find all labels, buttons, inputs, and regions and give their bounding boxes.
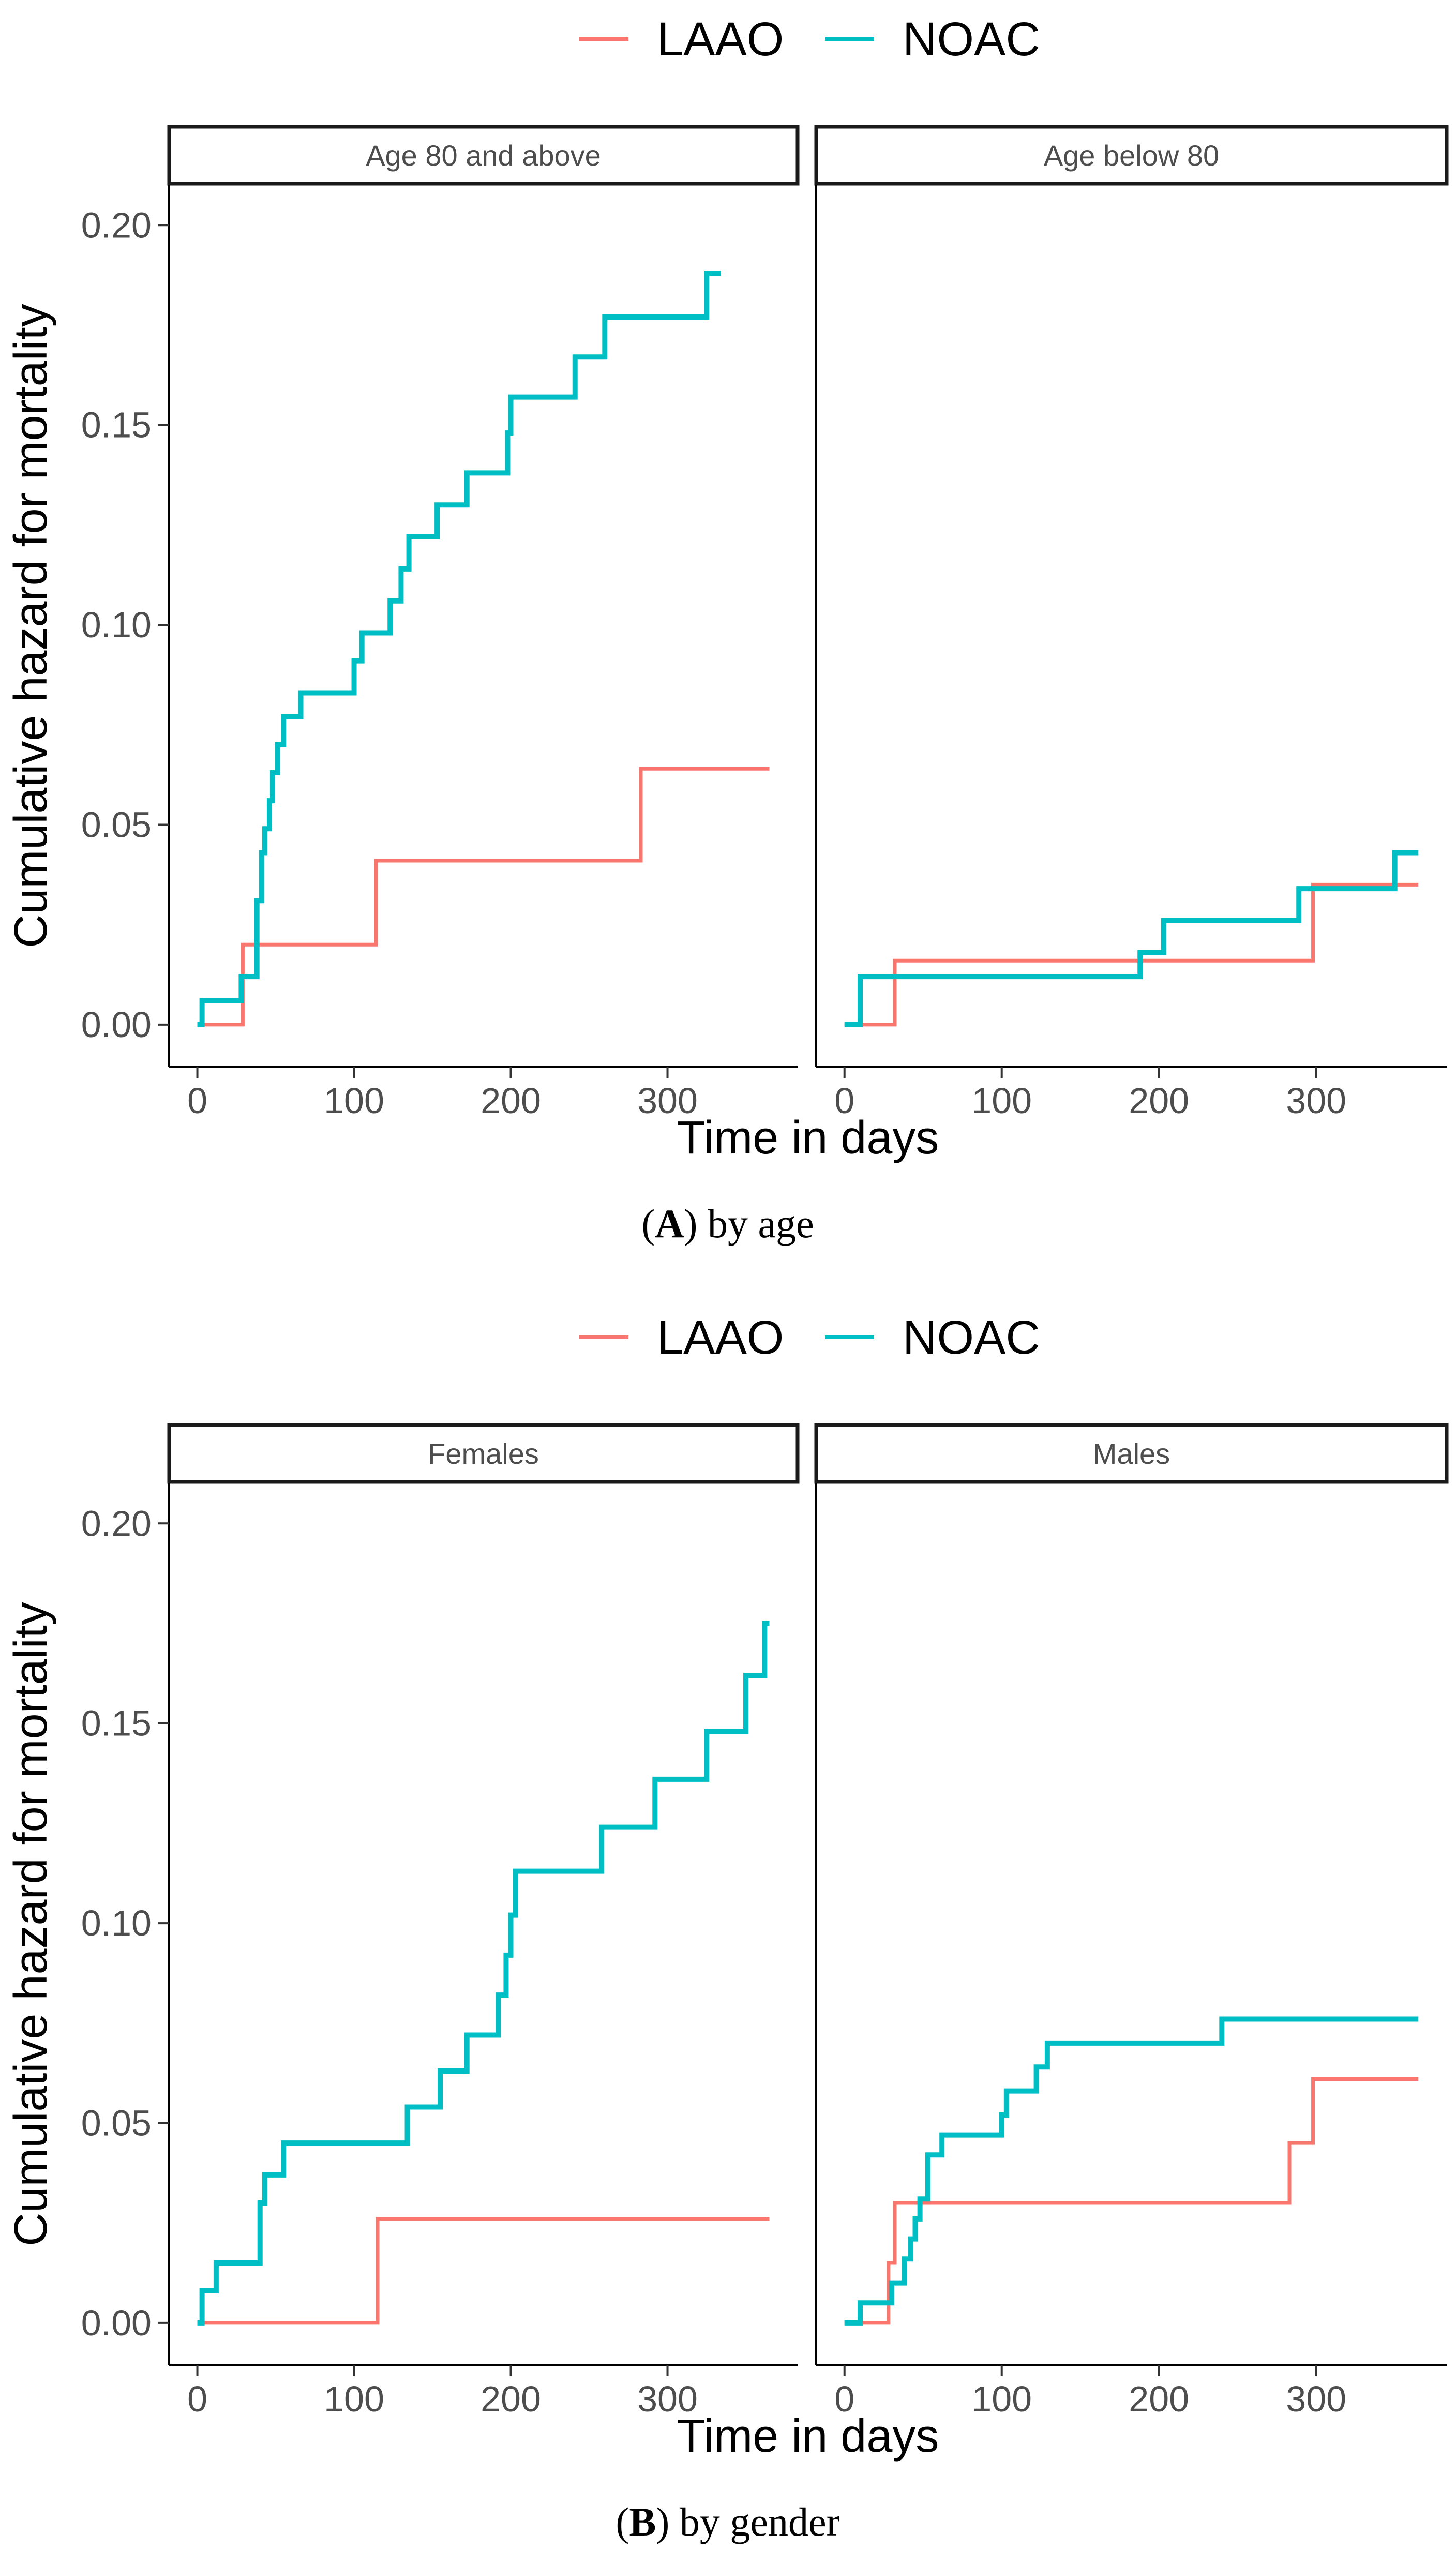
series-line-noac <box>197 271 721 1027</box>
series-line-noac <box>844 850 1419 1027</box>
x-tick-label: 200 <box>1129 1081 1189 1121</box>
legend-label-laao: LAAO <box>657 1311 784 1364</box>
x-tick-label: 0 <box>187 1081 207 1121</box>
x-axis-label: Time in days <box>677 2410 939 2462</box>
series-line-noac <box>197 1621 770 2326</box>
legend: LAAO NOAC <box>579 13 1040 66</box>
series-line-laao <box>844 2077 1419 2325</box>
legend-item-noac: NOAC <box>825 13 1040 66</box>
legend-item-laao: LAAO <box>579 13 784 66</box>
panel-1: Males 0 100 200 300 <box>814 1423 1449 2419</box>
legend: LAAO NOAC <box>579 1311 1040 1364</box>
x-tick-label: 200 <box>481 2379 541 2419</box>
y-axis-label: Cumulative hazard for mortality <box>5 304 57 948</box>
caption-open: ( <box>616 2499 629 2544</box>
x-tick-label: 100 <box>324 1081 384 1121</box>
series-line-noac <box>844 2016 1419 2326</box>
x-tick-label: 0 <box>834 2379 854 2419</box>
y-tick-label: 0.05 <box>81 2103 152 2143</box>
x-tick-label: 300 <box>637 1081 698 1121</box>
legend-label-laao: LAAO <box>657 13 784 66</box>
strip-box <box>814 1423 1449 1484</box>
series-line-laao <box>197 767 770 1027</box>
y-tick-label: 0.15 <box>81 1703 152 1744</box>
y-tick-label: 0.15 <box>81 405 152 445</box>
strip-box <box>167 125 800 186</box>
strip-label: Males <box>1093 1437 1170 1470</box>
figure-caption: (B) by gender <box>616 2499 839 2544</box>
caption-open: ( <box>641 1201 655 1246</box>
x-tick-label: 100 <box>324 2379 384 2419</box>
x-tick-label: 200 <box>1129 2379 1189 2419</box>
legend-item-noac: NOAC <box>825 1311 1040 1364</box>
y-tick-label: 0.20 <box>81 205 152 245</box>
x-tick-label: 0 <box>834 1081 854 1121</box>
x-tick-label: 300 <box>637 2379 698 2419</box>
legend-label-noac: NOAC <box>903 13 1040 66</box>
strip-box <box>814 125 1449 186</box>
figure-a: LAAO NOAC Cumulative hazard for mortality T… <box>5 13 1449 1246</box>
y-tick-label: 0.20 <box>81 1503 152 1543</box>
caption-rest: ) by gender <box>656 2499 839 2544</box>
y-tick-label: 0.10 <box>81 1903 152 1943</box>
x-tick-label: 300 <box>1286 2379 1346 2419</box>
x-tick-label: 100 <box>971 1081 1032 1121</box>
strip-label: Age below 80 <box>1044 139 1219 172</box>
figure-b: LAAO NOAC Cumulative hazard for mortality T… <box>5 1311 1449 2544</box>
strip-label: Females <box>428 1437 539 1470</box>
y-tick-label: 0.00 <box>81 1004 152 1045</box>
series-line-laao <box>197 2217 770 2325</box>
x-axis-label: Time in days <box>677 1112 939 1164</box>
y-tick-label: 0.10 <box>81 605 152 645</box>
x-tick-label: 200 <box>481 1081 541 1121</box>
figure-caption: (A) by age <box>641 1201 814 1246</box>
strip-box <box>167 1423 800 1484</box>
y-tick-label: 0.00 <box>81 2303 152 2343</box>
strip-label: Age 80 and above <box>366 139 601 172</box>
caption-letter: A <box>655 1201 684 1246</box>
series-line-laao <box>844 882 1419 1027</box>
legend-label-noac: NOAC <box>903 1311 1040 1364</box>
legend-item-laao: LAAO <box>579 1311 784 1364</box>
y-tick-label: 0.05 <box>81 804 152 845</box>
panel-1: Age below 80 0 100 200 300 <box>814 125 1449 1121</box>
x-tick-label: 300 <box>1286 1081 1346 1121</box>
x-tick-label: 100 <box>971 2379 1032 2419</box>
x-tick-label: 0 <box>187 2379 207 2419</box>
panel-0: Females 0 100 200 300 0.00 0.05 0.10 0.15 0.20 <box>81 1423 800 2419</box>
y-axis-label: Cumulative hazard for mortality <box>5 1602 57 2246</box>
caption-rest: ) by age <box>684 1201 814 1246</box>
panel-0: Age 80 and above 0 100 200 300 0.00 0.05 0.10 0.… <box>81 125 800 1121</box>
caption-letter: B <box>629 2499 656 2544</box>
